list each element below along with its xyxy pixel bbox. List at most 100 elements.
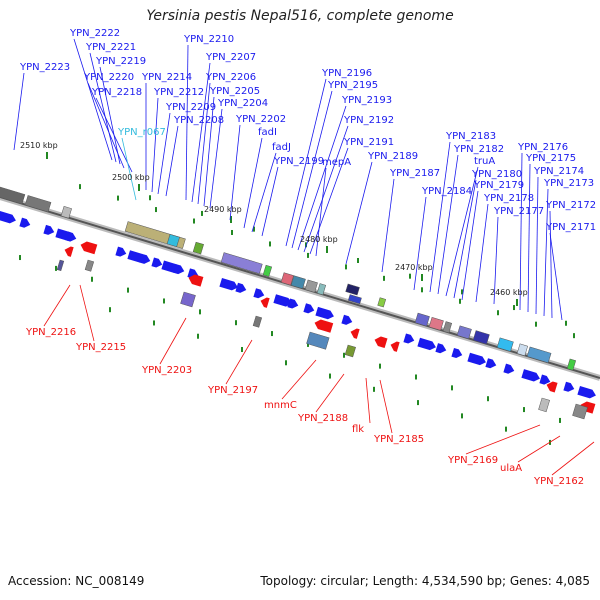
gene-label: YPN_r067 — [117, 127, 166, 138]
forward-gene-arrow — [451, 347, 463, 359]
gene-feature-box — [472, 330, 490, 345]
reverse-gene-arrow — [546, 381, 558, 393]
gene-label: YPN_2178 — [483, 193, 534, 204]
leader-line — [475, 203, 489, 303]
gene-label: YPN_2207 — [205, 52, 256, 63]
scale-dot — [345, 264, 347, 270]
leader-line — [121, 137, 137, 201]
scale-dot — [409, 273, 411, 279]
gene-feature-box — [220, 252, 263, 275]
gene-label: YPN_2212 — [153, 87, 204, 98]
gene-feature-box — [442, 321, 453, 334]
leader-line — [291, 90, 333, 249]
forward-gene-arrow — [577, 385, 596, 399]
leader-line — [203, 96, 215, 207]
forward-gene-arrow — [315, 306, 334, 320]
reverse-feature-box — [252, 315, 263, 328]
leader-line — [209, 108, 223, 209]
reverse-feature-box — [84, 259, 95, 272]
reverse-feature-box — [572, 403, 588, 420]
gene-label: YPN_2184 — [421, 186, 472, 197]
reverse-gene-arrow — [390, 341, 400, 352]
scale-dot — [559, 417, 561, 423]
leader-line — [465, 424, 541, 455]
scale-dot — [379, 363, 381, 369]
gene-label: YPN_2189 — [367, 151, 418, 162]
gene-label: YPN_2177 — [493, 206, 544, 217]
gene-label: YPN_2197 — [207, 385, 258, 396]
reverse-gene-arrow — [374, 336, 388, 349]
gene-label: YPN_2216 — [25, 327, 76, 338]
reverse-feature-box — [180, 291, 196, 308]
gene-label: YPN_2191 — [343, 137, 394, 148]
gene-label: YPN_2169 — [447, 455, 498, 466]
gene-label: YPN_2179 — [473, 180, 524, 191]
leader-line — [243, 137, 263, 229]
kbp-tick — [516, 299, 518, 306]
gene-label: YPN_2180 — [471, 169, 522, 180]
forward-gene-arrow — [0, 211, 16, 224]
kbp-tick-label: 2510 kbp — [20, 141, 58, 150]
gene-label: ulaA — [500, 463, 522, 474]
gene-feature-box — [280, 272, 294, 286]
gene-label: YPN_2218 — [91, 87, 142, 98]
forward-gene-arrow — [173, 264, 185, 275]
leader-line — [549, 210, 553, 319]
leader-line — [79, 284, 95, 342]
leader-line — [551, 441, 595, 476]
scale-dot — [451, 385, 453, 391]
leader-line — [543, 188, 549, 317]
gene-label: YPN_2172 — [545, 200, 596, 211]
forward-gene-arrow — [467, 352, 486, 366]
gene-label: YPN_2208 — [173, 115, 224, 126]
scale-dot — [235, 320, 237, 326]
gene-label: YPN_2183 — [445, 131, 496, 142]
leader-line — [303, 125, 349, 253]
kbp-tick — [230, 216, 232, 223]
gene-label: flk — [352, 424, 364, 435]
gene-feature-box — [345, 283, 360, 296]
leader-line — [493, 216, 499, 305]
leader-line — [517, 435, 561, 463]
forward-gene-arrow — [563, 381, 575, 392]
gene-feature-box — [428, 317, 444, 331]
forward-gene-arrow — [341, 314, 353, 325]
reverse-feature-box — [56, 259, 65, 272]
scale-dot — [109, 307, 111, 313]
gene-label: YPN_2221 — [85, 42, 136, 53]
gene-label: YPN_2209 — [165, 102, 216, 113]
reverse-gene-arrow — [188, 274, 204, 287]
topology-text: Topology: circular; Length: 4,534,590 bp… — [260, 574, 590, 588]
gene-feature-box — [24, 195, 52, 213]
scale-dot — [153, 320, 155, 326]
gene-label: YPN_2188 — [297, 413, 348, 424]
kbp-tick — [421, 274, 423, 281]
scale-dot — [461, 289, 463, 295]
leader-line — [73, 38, 113, 161]
forward-gene-arrow — [435, 343, 447, 354]
leader-line — [251, 152, 277, 233]
scale-dot — [487, 396, 489, 402]
leader-line — [229, 124, 241, 221]
reverse-gene-arrow — [350, 328, 360, 339]
gene-feature-box — [566, 358, 577, 371]
leader-line — [95, 97, 133, 173]
forward-gene-arrow — [303, 303, 315, 314]
scale-dot — [565, 320, 567, 326]
leader-line — [461, 190, 479, 301]
forward-gene-arrow — [151, 257, 163, 268]
leader-line — [225, 339, 253, 385]
gene-label: YPN_2214 — [141, 72, 192, 83]
gene-label: YPN_2173 — [543, 178, 594, 189]
leader-line — [315, 167, 327, 257]
leader-line — [453, 179, 477, 299]
leader-line — [429, 141, 451, 293]
kbp-tick-label: 2490 kbp — [204, 205, 242, 214]
leader-line — [99, 66, 121, 165]
scale-dot — [505, 426, 507, 432]
scale-dot — [269, 241, 271, 247]
gene-feature-box — [166, 233, 180, 248]
scale-dot — [573, 333, 575, 339]
scale-dot — [307, 252, 309, 258]
gene-label: truA — [474, 156, 495, 167]
